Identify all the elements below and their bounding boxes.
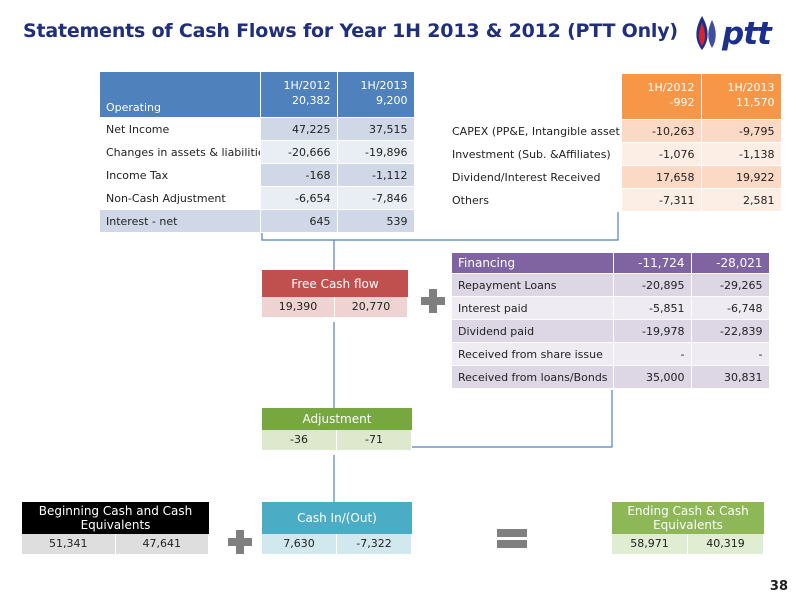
value-2013: -1,138 xyxy=(701,142,782,166)
investing-table: Investing 1H/2012 -992 1H/2013 11,570 CAPE… xyxy=(446,74,782,212)
ending-cash-2012: 58,971 xyxy=(612,534,688,554)
table-row: Net Income 47,225 37,515 xyxy=(100,117,415,141)
financing-title: Financing xyxy=(452,253,614,274)
operating-table: Operating 1H/2012 20,382 1H/2013 9,200 Net… xyxy=(100,72,415,233)
beginning-cash-label: Beginning Cash and Cash Equivalents xyxy=(22,502,209,534)
plus-icon xyxy=(421,289,445,313)
free-cash-flow-2013: 20,770 xyxy=(335,297,408,317)
value-2012: -19,978 xyxy=(613,319,692,343)
row-label: Repayment Loans xyxy=(452,273,614,297)
page-number: 38 xyxy=(769,579,788,594)
row-label: Dividend/Interest Received xyxy=(446,165,622,189)
table-row: Interest - net 645 539 xyxy=(100,209,415,233)
cash-in-out-label: Cash In/(Out) xyxy=(262,502,412,534)
cash-in-out-2012: 7,630 xyxy=(262,534,337,554)
beginning-cash-2012: 51,341 xyxy=(22,534,116,554)
investing-title: Investing xyxy=(446,74,622,120)
row-label: Others xyxy=(446,188,622,212)
value-2013: 2,581 xyxy=(701,188,782,212)
free-cash-flow-box: Free Cash flow 19,390 20,770 xyxy=(262,270,408,317)
table-row: Interest paid -5,851 -6,748 xyxy=(452,296,770,320)
cash-in-out-2013: -7,322 xyxy=(337,534,412,554)
operating-header-row: Operating 1H/2012 20,382 1H/2013 9,200 xyxy=(100,72,415,118)
financing-header-row: Financing -11,724 -28,021 xyxy=(452,253,770,274)
ending-cash-2013: 40,319 xyxy=(688,534,764,554)
ptt-logo-icon xyxy=(696,16,716,50)
table-row: Investment (Sub. &Affiliates) -1,076 -1,… xyxy=(446,142,782,166)
free-cash-flow-2012: 19,390 xyxy=(262,297,335,317)
value-2012: -10,263 xyxy=(621,119,702,143)
financing-total-2012: -11,724 xyxy=(613,253,692,274)
plus-icon xyxy=(228,530,252,554)
row-label: Received from share issue xyxy=(452,342,614,366)
beginning-cash-box: Beginning Cash and Cash Equivalents 51,3… xyxy=(22,502,209,554)
table-row: CAPEX (PP&E, Intangible asset) -10,263 -… xyxy=(446,119,782,143)
value-2012: -20,666 xyxy=(260,140,338,164)
row-label: Interest - net xyxy=(100,209,261,233)
financing-table: Financing -11,724 -28,021 Repayment Loan… xyxy=(452,253,770,389)
value-2013: -7,846 xyxy=(337,186,415,210)
investing-header-row: Investing 1H/2012 -992 1H/2013 11,570 xyxy=(446,74,782,120)
value-2012: -5,851 xyxy=(613,296,692,320)
table-row: Dividend paid -19,978 -22,839 xyxy=(452,319,770,343)
row-label: Investment (Sub. &Affiliates) xyxy=(446,142,622,166)
beginning-cash-2013: 47,641 xyxy=(115,534,209,554)
value-2013: -1,112 xyxy=(337,163,415,187)
table-row: Received from loans/Bonds 35,000 30,831 xyxy=(452,365,770,389)
cash-in-out-box: Cash In/(Out) 7,630 -7,322 xyxy=(262,502,412,554)
page-title: Statements of Cash Flows for Year 1H 201… xyxy=(23,20,678,42)
value-2012: -20,895 xyxy=(613,273,692,297)
logo-text: ptt xyxy=(722,16,772,52)
value-2013: 539 xyxy=(337,209,415,233)
value-2013: -29,265 xyxy=(691,273,770,297)
adjustment-2012: -36 xyxy=(262,430,337,450)
operating-col-2013: 1H/2013 9,200 xyxy=(337,72,415,118)
value-2012: -6,654 xyxy=(260,186,338,210)
row-label: CAPEX (PP&E, Intangible asset) xyxy=(446,119,622,143)
row-label: Non-Cash Adjustment xyxy=(100,186,261,210)
adjustment-label: Adjustment xyxy=(262,408,412,430)
value-2012: -168 xyxy=(260,163,338,187)
row-label: Dividend paid xyxy=(452,319,614,343)
value-2013: -19,896 xyxy=(337,140,415,164)
financing-total-2013: -28,021 xyxy=(691,253,770,274)
value-2013: 37,515 xyxy=(337,117,415,141)
row-label: Net Income xyxy=(100,117,261,141)
value-2013: -22,839 xyxy=(691,319,770,343)
value-2013: 19,922 xyxy=(701,165,782,189)
value-2012: 47,225 xyxy=(260,117,338,141)
value-2013: - xyxy=(691,342,770,366)
table-row: Changes in assets & liabilities -20,666 … xyxy=(100,140,415,164)
table-row: Non-Cash Adjustment -6,654 -7,846 xyxy=(100,186,415,210)
operating-col-2012: 1H/2012 20,382 xyxy=(260,72,338,118)
value-2012: 17,658 xyxy=(621,165,702,189)
free-cash-flow-label: Free Cash flow xyxy=(262,270,408,297)
table-row: Income Tax -168 -1,112 xyxy=(100,163,415,187)
row-label: Received from loans/Bonds xyxy=(452,365,614,389)
value-2012: 35,000 xyxy=(613,365,692,389)
table-row: Received from share issue - - xyxy=(452,342,770,366)
row-label: Changes in assets & liabilities xyxy=(100,140,261,164)
value-2012: -1,076 xyxy=(621,142,702,166)
equals-icon xyxy=(497,529,527,548)
operating-title: Operating xyxy=(100,72,261,118)
value-2013: -9,795 xyxy=(701,119,782,143)
value-2012: -7,311 xyxy=(621,188,702,212)
row-label: Interest paid xyxy=(452,296,614,320)
ending-cash-label: Ending Cash & Cash Equivalents xyxy=(612,502,764,534)
investing-col-2012: 1H/2012 -992 xyxy=(621,74,702,120)
ending-cash-box: Ending Cash & Cash Equivalents 58,971 40… xyxy=(612,502,764,554)
value-2012: 645 xyxy=(260,209,338,233)
value-2012: - xyxy=(613,342,692,366)
table-row: Others -7,311 2,581 xyxy=(446,188,782,212)
row-label: Income Tax xyxy=(100,163,261,187)
investing-col-2013: 1H/2013 11,570 xyxy=(701,74,782,120)
adjustment-2013: -71 xyxy=(337,430,412,450)
value-2013: 30,831 xyxy=(691,365,770,389)
table-row: Repayment Loans -20,895 -29,265 xyxy=(452,273,770,297)
adjustment-box: Adjustment -36 -71 xyxy=(262,408,412,450)
table-row: Dividend/Interest Received 17,658 19,922 xyxy=(446,165,782,189)
value-2013: -6,748 xyxy=(691,296,770,320)
